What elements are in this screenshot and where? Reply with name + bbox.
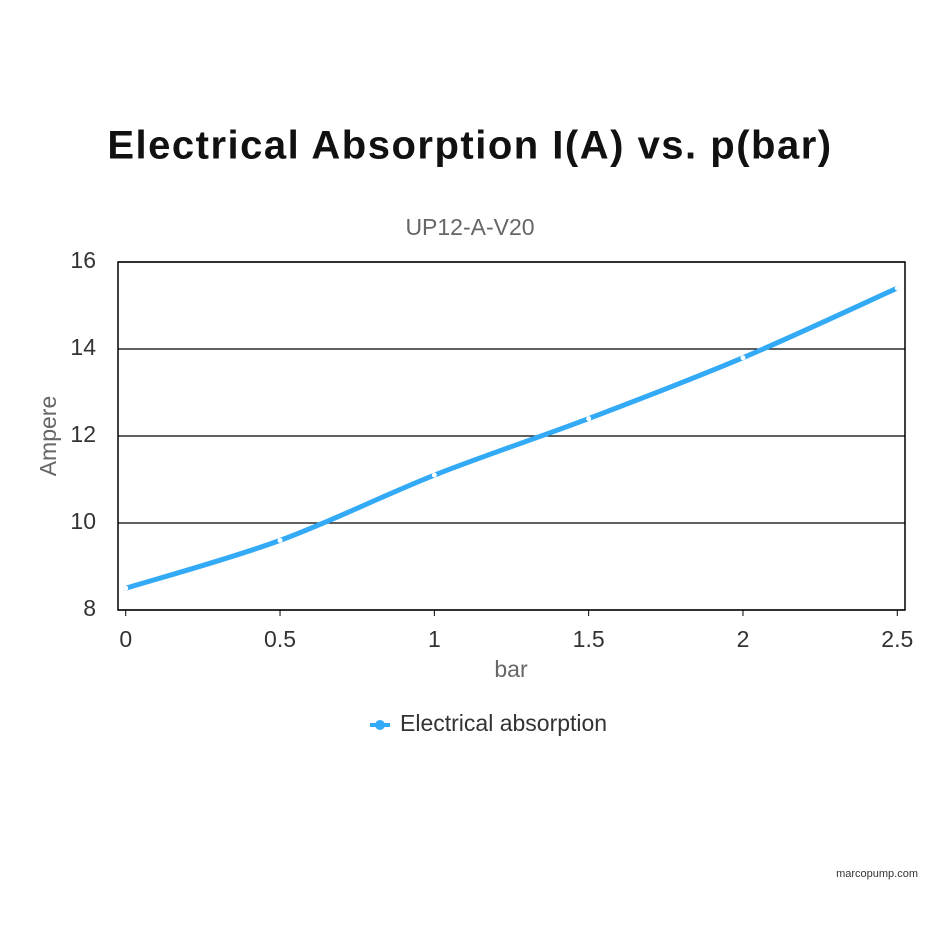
- x-tick-label: 2.5: [881, 626, 913, 652]
- chart-subtitle: UP12-A-V20: [405, 214, 534, 240]
- y-tick-label: 12: [70, 421, 96, 447]
- y-tick-label: 16: [70, 247, 96, 273]
- y-tick-label: 14: [70, 334, 96, 360]
- x-axis-label: bar: [494, 656, 528, 682]
- plot-frame: [117, 261, 906, 611]
- legend-label: Electrical absorption: [400, 710, 607, 736]
- legend-marker: [375, 720, 385, 730]
- point: [740, 355, 746, 361]
- y-tick-label: 8: [83, 595, 96, 621]
- x-tick-label: 1.5: [573, 626, 605, 652]
- y-tick-label: 10: [70, 508, 96, 534]
- point: [123, 585, 129, 591]
- point: [277, 537, 283, 543]
- point: [431, 472, 437, 478]
- point: [586, 416, 592, 422]
- y-axis-label: Ampere: [35, 396, 61, 477]
- point: [894, 285, 900, 291]
- x-tick-label: 1: [428, 626, 441, 652]
- x-tick-label: 0: [119, 626, 132, 652]
- chart-title: Electrical Absorption I(A) vs. p(bar): [107, 124, 832, 168]
- watermark: marcopump.com: [836, 868, 918, 880]
- series-line: [123, 285, 900, 591]
- x-tick-label: 2: [737, 626, 750, 652]
- x-tick-label: 0.5: [264, 626, 296, 652]
